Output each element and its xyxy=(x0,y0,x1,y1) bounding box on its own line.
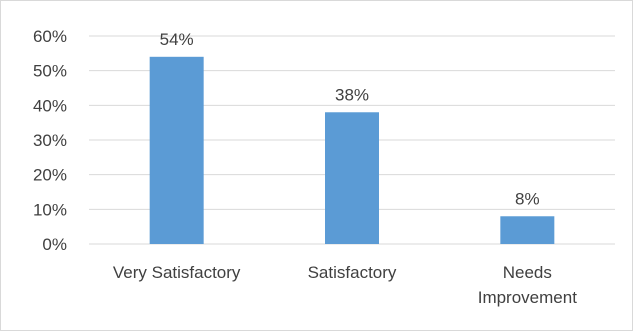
bars xyxy=(149,56,555,245)
y-tick-label: 10% xyxy=(33,200,67,219)
y-axis-tick-labels: 0% 10% 20% 30% 40% 50% 60% xyxy=(33,27,67,254)
x-category-label: Needs Improvement xyxy=(478,263,577,307)
x-category-label: Satisfactory xyxy=(308,263,397,282)
y-tick-label: 20% xyxy=(33,166,67,185)
y-tick-label: 50% xyxy=(33,62,67,81)
y-tick-label: 0% xyxy=(42,235,67,254)
data-label: 8% xyxy=(515,189,540,208)
bar xyxy=(149,56,204,244)
bar xyxy=(325,112,379,245)
data-label: 54% xyxy=(160,30,194,49)
y-tick-label: 30% xyxy=(33,131,67,150)
x-category-label: Very Satisfactory xyxy=(113,263,241,282)
bar xyxy=(500,216,555,244)
data-label: 38% xyxy=(335,85,369,104)
x-axis-category-labels: Very Satisfactory Satisfactory Needs Improv… xyxy=(113,263,577,307)
y-tick-label: 40% xyxy=(33,96,67,115)
data-labels: 54% 38% 8% xyxy=(160,30,540,208)
y-tick-label: 60% xyxy=(33,27,67,46)
